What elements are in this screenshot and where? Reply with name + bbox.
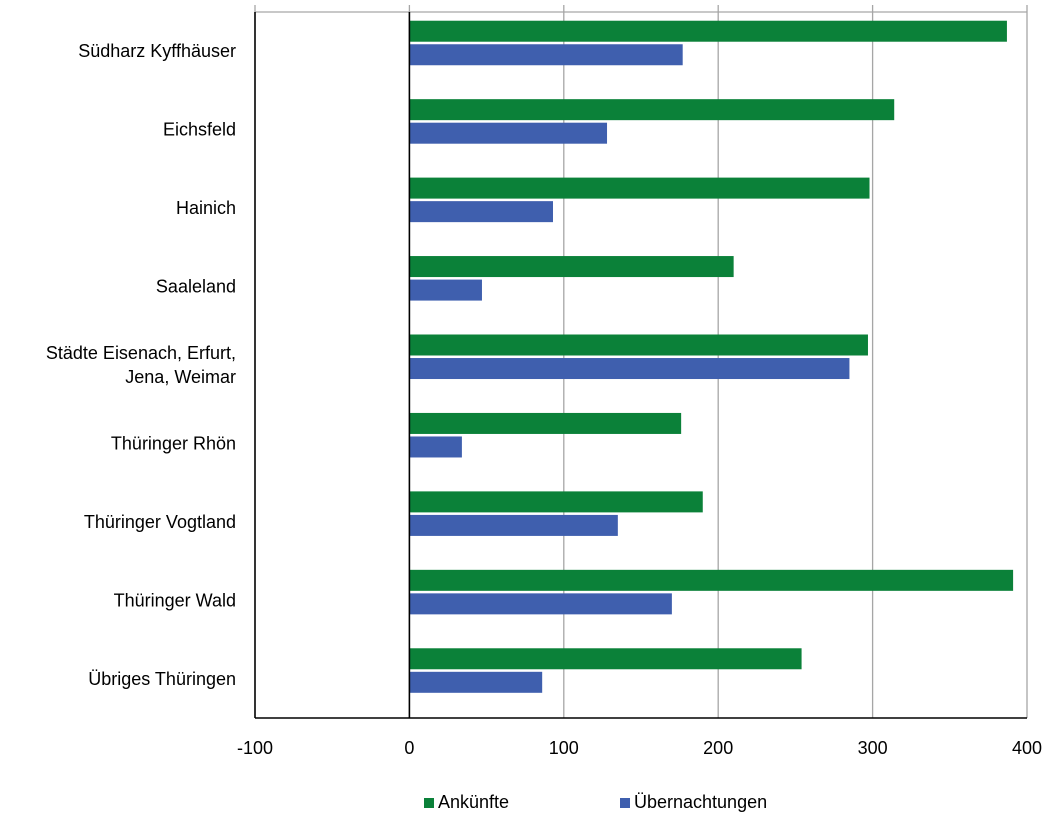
legend-item-ankuenfte: Ankünfte bbox=[424, 792, 509, 813]
bar-uebernachtungen-2 bbox=[409, 201, 553, 223]
legend-label-ankuenfte: Ankünfte bbox=[438, 792, 510, 812]
legend-swatch-uebernachtungen bbox=[620, 797, 630, 808]
bar-uebernachtungen-6 bbox=[409, 514, 618, 536]
category-labels: Südharz Kyffhäuser Eichsfeld Hainich Saalel… bbox=[46, 41, 236, 689]
bar-uebernachtungen-3 bbox=[409, 279, 482, 301]
bar-uebernachtungen-4 bbox=[409, 358, 850, 380]
category-label-4: Städte Eisenach, Erfurt, Jena, Weimar bbox=[46, 343, 236, 387]
bar-uebernachtungen-5 bbox=[409, 436, 462, 458]
x-tick-label-2: 100 bbox=[549, 738, 579, 758]
bar-ankuenfte-5 bbox=[409, 412, 682, 434]
category-label-7: Thüringer Wald bbox=[114, 590, 236, 610]
x-tick-label-0: -100 bbox=[237, 738, 273, 758]
x-tick-label-5: 400 bbox=[1012, 738, 1042, 758]
bar-ankuenfte-1 bbox=[409, 99, 895, 121]
category-label-5: Thüringer Rhön bbox=[111, 433, 236, 453]
category-label-3: Saaleland bbox=[156, 277, 236, 297]
x-tick-label-4: 300 bbox=[858, 738, 888, 758]
bar-ankuenfte-3 bbox=[409, 256, 734, 278]
chart: Südharz Kyffhäuser Eichsfeld Hainich Saalel… bbox=[46, 5, 1042, 758]
bar-uebernachtungen-8 bbox=[409, 671, 543, 693]
bar-ankuenfte-7 bbox=[409, 569, 1014, 591]
bar-uebernachtungen-1 bbox=[409, 122, 608, 144]
x-tick-labels: -100 0 100 200 300 400 bbox=[237, 738, 1042, 758]
legend-swatch-ankuenfte bbox=[424, 797, 434, 808]
category-label-8: Übriges Thüringen bbox=[88, 669, 236, 689]
legend: Ankünfte Übernachtungen bbox=[0, 792, 1051, 818]
x-tick-label-1: 0 bbox=[404, 738, 414, 758]
category-label-0: Südharz Kyffhäuser bbox=[78, 41, 236, 61]
bars bbox=[409, 20, 1014, 693]
bar-uebernachtungen-7 bbox=[409, 593, 672, 615]
category-label-2: Hainich bbox=[176, 198, 236, 218]
legend-label-uebernachtungen: Übernachtungen bbox=[634, 792, 768, 812]
axes bbox=[254, 5, 1028, 719]
bar-ankuenfte-6 bbox=[409, 491, 703, 513]
bar-ankuenfte-4 bbox=[409, 334, 868, 356]
category-label-1: Eichsfeld bbox=[163, 120, 236, 140]
bar-ankuenfte-8 bbox=[409, 648, 802, 670]
x-tick-label-3: 200 bbox=[703, 738, 733, 758]
category-label-6: Thüringer Vogtland bbox=[84, 512, 236, 532]
legend-item-uebernachtungen: Übernachtungen bbox=[620, 792, 767, 813]
bar-ankuenfte-0 bbox=[409, 20, 1007, 42]
bar-uebernachtungen-0 bbox=[409, 44, 683, 66]
bar-ankuenfte-2 bbox=[409, 177, 870, 199]
